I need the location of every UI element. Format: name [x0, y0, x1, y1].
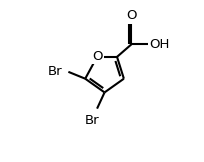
Text: O: O	[92, 50, 103, 63]
Text: O: O	[126, 9, 137, 22]
Text: Br: Br	[48, 65, 62, 78]
Text: OH: OH	[150, 38, 170, 51]
Text: Br: Br	[85, 114, 99, 127]
